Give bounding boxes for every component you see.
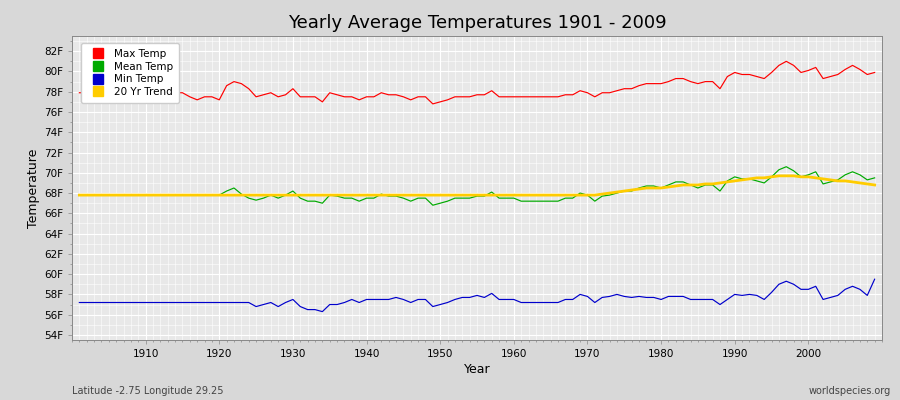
Title: Yearly Average Temperatures 1901 - 2009: Yearly Average Temperatures 1901 - 2009 xyxy=(288,14,666,32)
Text: worldspecies.org: worldspecies.org xyxy=(809,386,891,396)
Y-axis label: Temperature: Temperature xyxy=(27,148,40,228)
X-axis label: Year: Year xyxy=(464,363,490,376)
Text: Latitude -2.75 Longitude 29.25: Latitude -2.75 Longitude 29.25 xyxy=(72,386,223,396)
Legend: Max Temp, Mean Temp, Min Temp, 20 Yr Trend: Max Temp, Mean Temp, Min Temp, 20 Yr Tre… xyxy=(81,43,179,103)
